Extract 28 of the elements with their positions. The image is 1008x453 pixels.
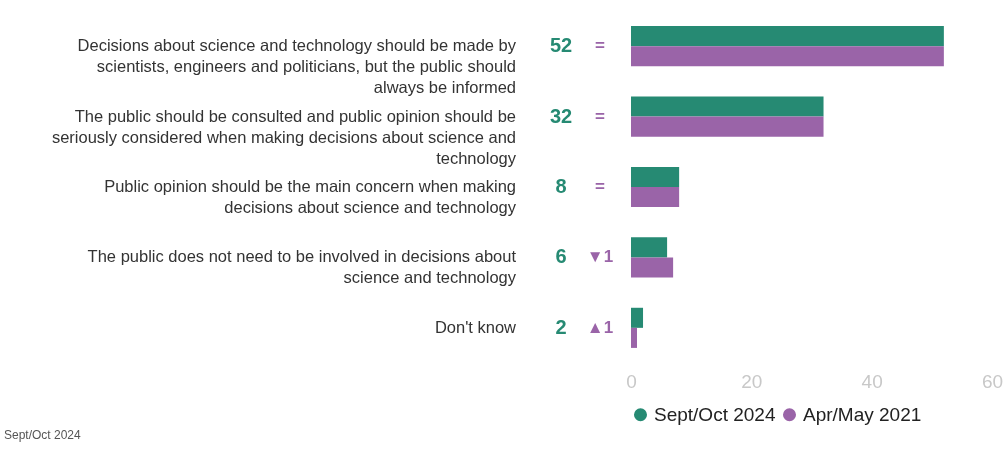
bar <box>631 237 668 258</box>
bar <box>631 96 824 117</box>
data-label: 6 <box>555 245 567 268</box>
data-label: 32 <box>549 104 573 127</box>
y-tick-label: Don't know <box>434 317 517 336</box>
text: ▼1 <box>586 247 614 267</box>
text: Sept/Oct 2024 <box>4 428 82 442</box>
bar <box>631 187 680 208</box>
bar <box>631 257 674 278</box>
bar <box>631 46 944 67</box>
legend-label: Apr/May 2021 <box>803 403 922 425</box>
text: = <box>595 36 606 56</box>
text: = <box>595 177 606 196</box>
y-tick-label: Decisions about science and technology should be made by scientists, engineers and politicians, but the public should always be informed <box>77 36 517 97</box>
y-tick-label: Public opinion should be the main concern when making decisions about science and technology <box>104 177 517 216</box>
text: = <box>595 106 606 126</box>
data-label: 8 <box>555 175 567 197</box>
y-tick-label: The public does not need to be involved in decisions about science and technology <box>87 247 517 287</box>
data-label: 52 <box>549 34 573 57</box>
legend-label: Sept/Oct 2024 <box>654 403 776 425</box>
bar <box>631 26 944 47</box>
bar <box>631 116 824 137</box>
bar <box>631 307 644 328</box>
bar <box>631 166 680 187</box>
y-tick-label: The public should be consulted and public opinion should be seriously considered when making decisions about science and technology <box>51 106 517 167</box>
text: ▲1 <box>586 317 614 337</box>
data-label: 2 <box>555 315 567 338</box>
bar <box>631 327 638 348</box>
